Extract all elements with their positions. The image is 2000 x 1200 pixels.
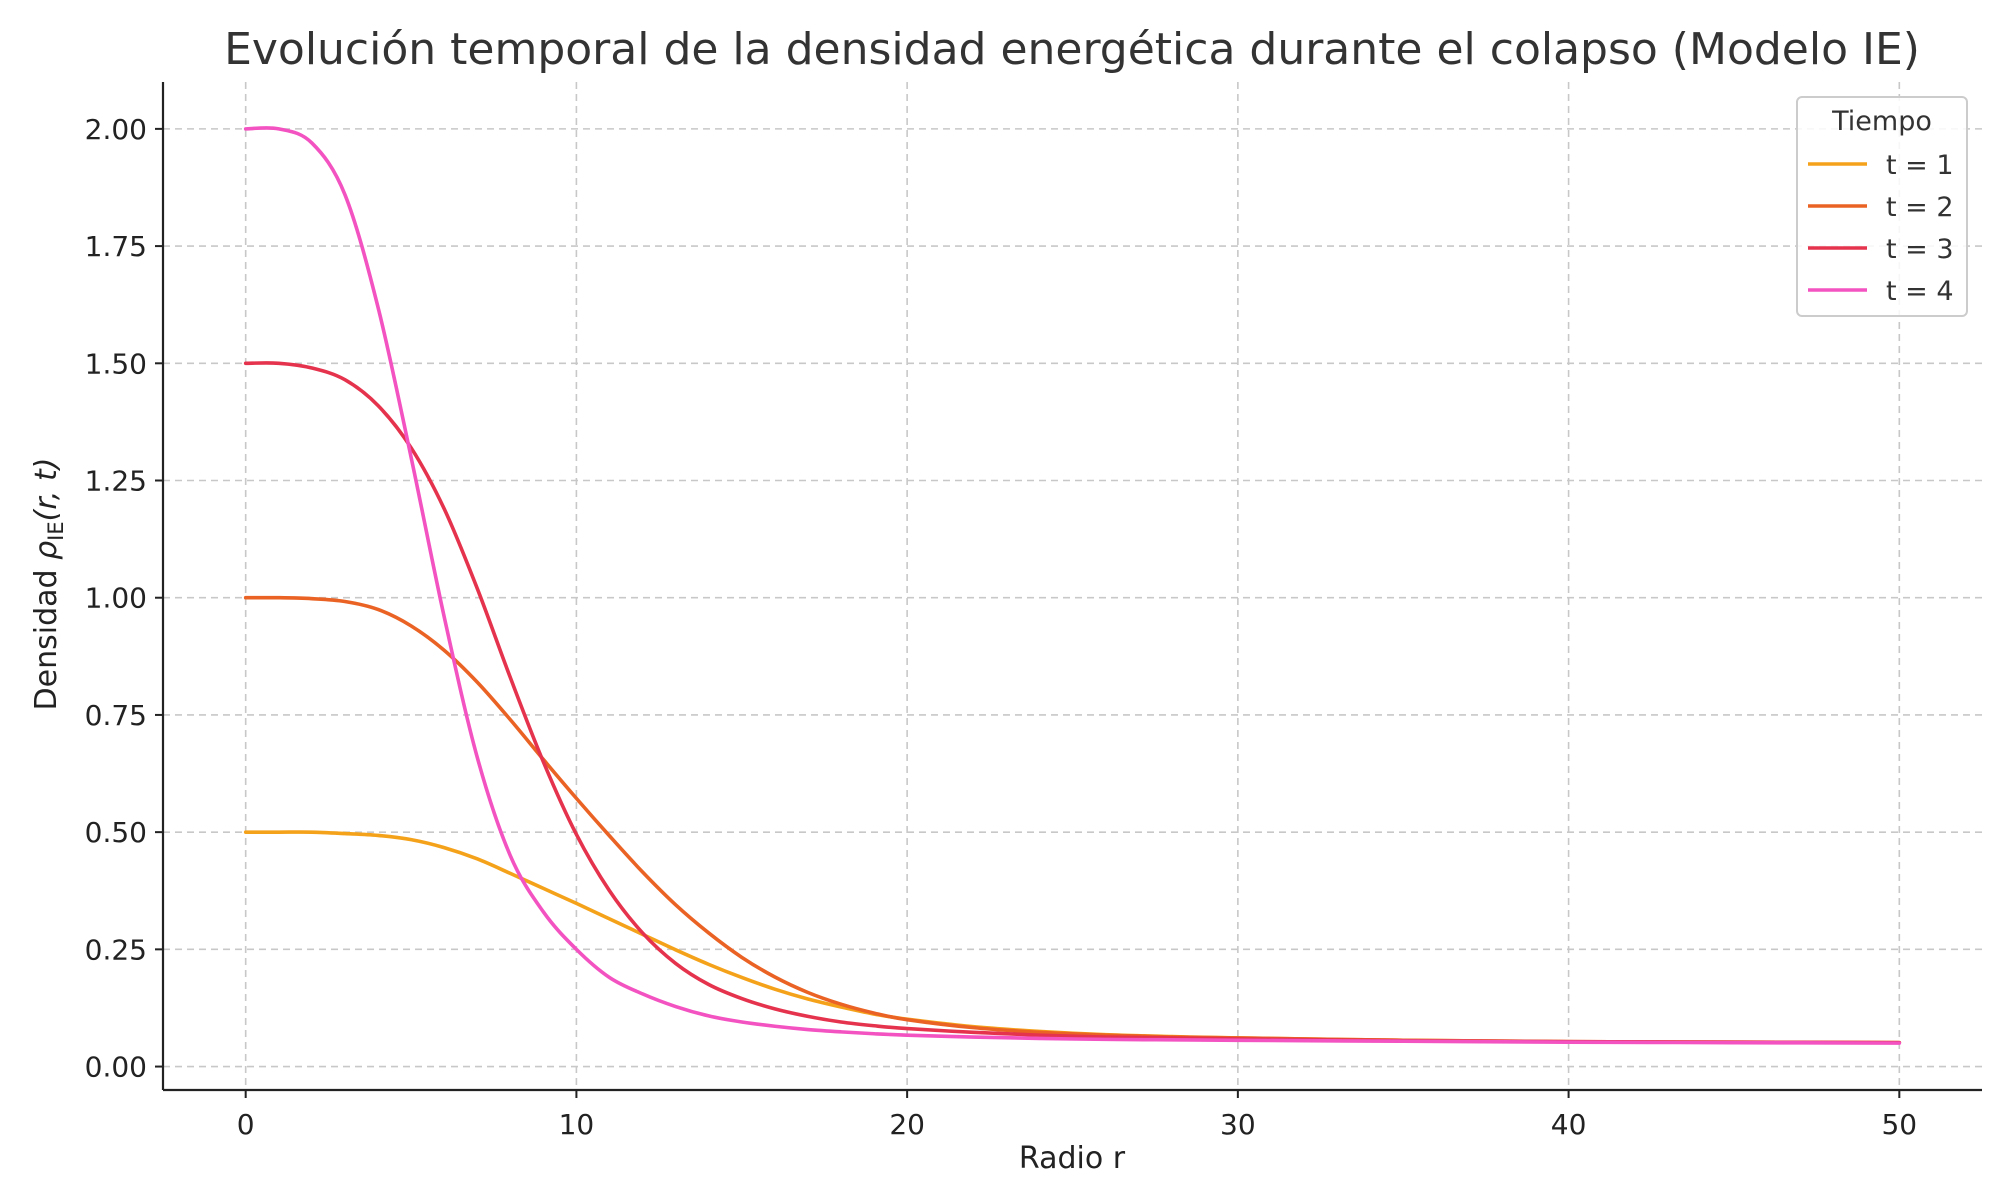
legend-entry-t1: t = 1 (1886, 150, 1954, 181)
y-axis-label: Densidad ρIE(r, t) (29, 458, 68, 711)
legend-title: Tiempo (1831, 106, 1932, 137)
legend-entry-t4: t = 4 (1886, 276, 1954, 307)
x-tick-label: 20 (889, 1108, 925, 1141)
y-tick-label: 1.00 (85, 582, 147, 615)
y-axis-label-args: (r, t) (29, 458, 64, 522)
series-lines (243, 126, 1902, 1045)
y-tick-label: 0.25 (85, 933, 147, 966)
x-tick-label: 50 (1881, 1108, 1917, 1141)
y-tick-label: 2.00 (85, 113, 147, 146)
legend: Tiempo t = 1 t = 2 t = 3 t = 4 (1796, 96, 1968, 317)
x-tick-label: 0 (237, 1108, 255, 1141)
y-tick-label: 0.50 (85, 816, 147, 849)
x-tick-label: 40 (1551, 1108, 1587, 1141)
x-tick-label: 10 (559, 1108, 595, 1141)
chart-title: Evolución temporal de la densidad energé… (224, 24, 1920, 75)
x-tick-label: 30 (1220, 1108, 1256, 1141)
x-axis-label: Radio r (1019, 1141, 1126, 1176)
legend-entry-t2: t = 2 (1886, 192, 1954, 223)
y-tick-label: 1.50 (85, 347, 147, 380)
y-tick-label: 1.25 (85, 465, 147, 498)
y-tick-label: 0.75 (85, 699, 147, 732)
y-tick-label: 1.75 (85, 230, 147, 263)
legend-entry-t3: t = 3 (1886, 234, 1954, 265)
y-tick-label: 0.00 (85, 1051, 147, 1084)
axes (155, 82, 1982, 1098)
y-axis-label-subscript: IE (44, 521, 68, 540)
series-line-t4 (243, 126, 1902, 1045)
y-axis-label-prefix: Densidad (29, 560, 64, 711)
y-axis-label-symbol: ρ (29, 541, 64, 560)
legend-box (1796, 96, 1968, 317)
tick-labels: 0 10 20 30 40 50 0.00 0.25 0.50 0.75 1.00 1.25 1.50 1… (85, 113, 1917, 1141)
